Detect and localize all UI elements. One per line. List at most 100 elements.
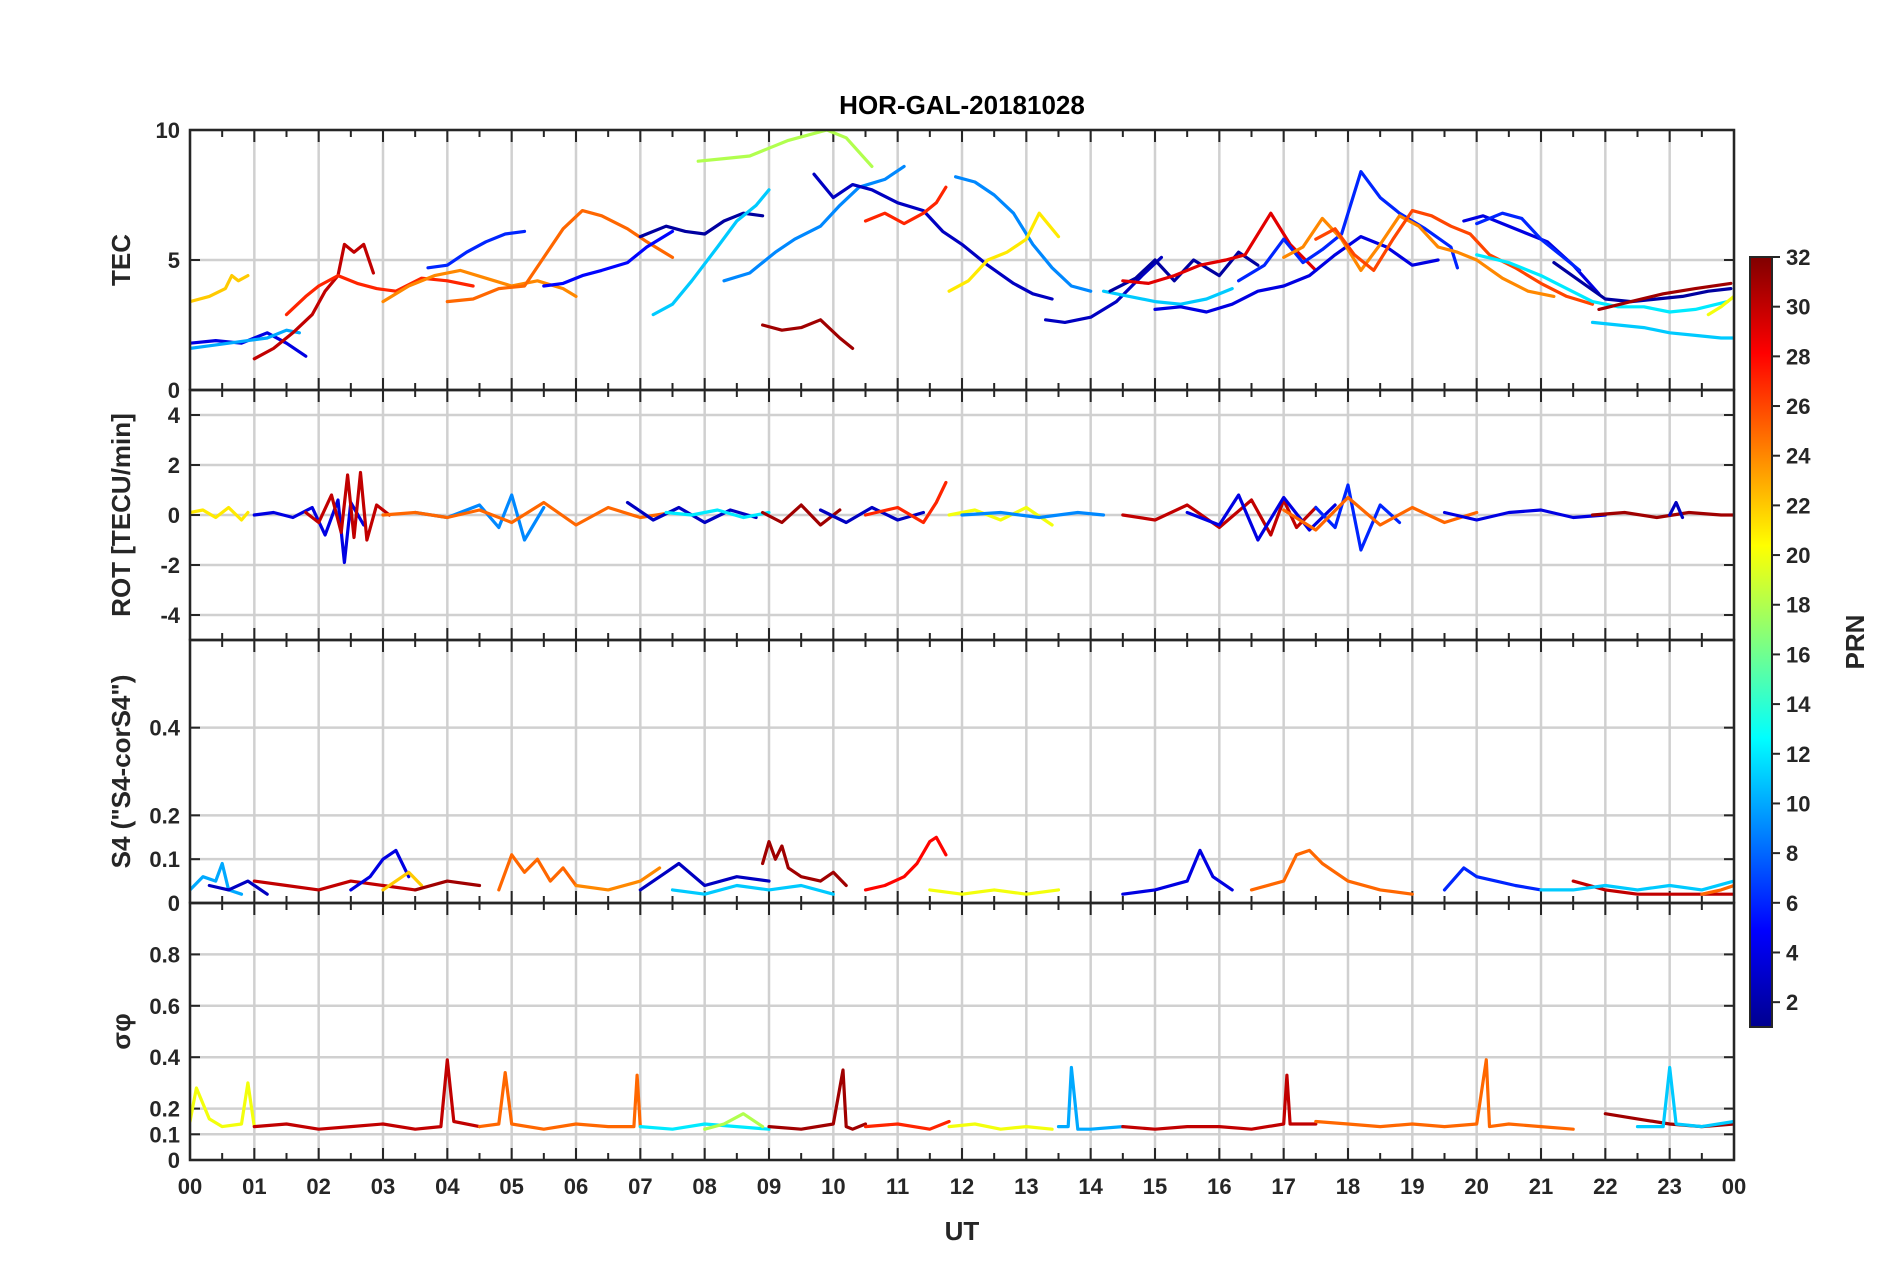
- series-line-prn-4: [1442, 508, 1607, 522]
- series-line-prn-4: [1153, 235, 1440, 314]
- x-tick-label: 13: [1014, 1174, 1038, 1199]
- series-line-prn-3: [812, 172, 1054, 301]
- x-tick-label: 06: [564, 1174, 588, 1199]
- series-line-prn-30: [252, 1058, 482, 1131]
- series-line-prn-27: [863, 480, 948, 525]
- y-tick-label: 5: [168, 248, 180, 273]
- series-line-prn-31: [1597, 281, 1733, 311]
- series-line-prn-26: [1314, 209, 1595, 306]
- series-line-prn-4: [1121, 848, 1234, 896]
- series-line-prn-6: [1475, 211, 1582, 272]
- series-line-prn-27: [284, 274, 475, 317]
- y-axis-label: σφ: [106, 1013, 136, 1049]
- colorbar-tick-label: 10: [1786, 791, 1810, 816]
- series-line-prn-12: [1475, 253, 1730, 314]
- x-tick-label: 05: [499, 1174, 523, 1199]
- series-line-prn-30: [304, 470, 391, 542]
- x-tick-label: 03: [371, 1174, 395, 1199]
- y-tick-label: 0: [168, 1148, 180, 1173]
- x-tick-label: 19: [1400, 1174, 1424, 1199]
- series-line-prn-11: [651, 188, 771, 317]
- series-line-prn-11: [1590, 320, 1734, 340]
- series-line-prn-5: [542, 229, 675, 288]
- colorbar-tick-label: 24: [1786, 444, 1811, 469]
- y-tick-label: 0.2: [149, 1097, 180, 1122]
- x-tick-label: 12: [950, 1174, 974, 1199]
- series-line-prn-20: [190, 1081, 256, 1129]
- series-line-prn-3: [1043, 255, 1164, 324]
- y-tick-label: 10: [156, 118, 180, 143]
- colorbar-tick-label: 2: [1786, 990, 1798, 1015]
- series-line-prn-20: [928, 888, 1061, 896]
- series-line-prn-6: [1236, 170, 1460, 283]
- panel-3: 0 0.1 0.2 0.4 S4 ("S4-corS4"): [106, 638, 1736, 916]
- y-tick-label: 0: [168, 503, 180, 528]
- colorbar-tick-label: 16: [1786, 642, 1810, 667]
- y-tick-label: 0.4: [149, 716, 180, 741]
- colorbar-tick-label: 12: [1786, 742, 1810, 767]
- series-line-prn-25: [497, 853, 578, 892]
- x-tick-label: 20: [1464, 1174, 1488, 1199]
- colorbar-tick-label: 4: [1786, 940, 1799, 965]
- panel-2: 4 2 0 -2 -4 ROT [TECU/min]: [106, 388, 1736, 642]
- series-group: [190, 470, 1734, 565]
- panel-frame: [188, 901, 1736, 1162]
- x-tick-label: 02: [306, 1174, 330, 1199]
- series-line-prn-30: [1121, 498, 1318, 537]
- x-tick-label: 18: [1336, 1174, 1360, 1199]
- y-tick-label: 0.8: [149, 942, 180, 967]
- x-tick-label: 11: [886, 1174, 909, 1199]
- series-line-prn-22: [381, 870, 424, 892]
- series-line-prn-11: [1101, 287, 1234, 306]
- x-tick-label: 00: [178, 1174, 202, 1199]
- series-line-prn-20: [1706, 294, 1734, 317]
- series-line-prn-12: [664, 508, 771, 520]
- series-line-prn-28: [863, 835, 948, 892]
- series-line-prn-10: [190, 328, 301, 350]
- series-line-prn-18: [696, 130, 874, 168]
- series-line-prn-9: [960, 510, 1106, 520]
- x-tick-label: 00: [1722, 1174, 1746, 1199]
- series-line-prn-25: [1249, 848, 1414, 896]
- x-tick-label: 17: [1271, 1174, 1295, 1199]
- x-tick-label: 01: [242, 1174, 266, 1199]
- x-tick-label: 07: [628, 1174, 652, 1199]
- series-line-prn-25: [1282, 495, 1479, 532]
- colorbar-tick-label: 14: [1786, 692, 1811, 717]
- y-tick-label: 0: [168, 891, 180, 916]
- series-line-prn-31: [1590, 510, 1734, 520]
- x-tick-label: 04: [435, 1174, 460, 1199]
- series-line-prn-6: [1314, 483, 1402, 552]
- series-group: [190, 130, 1734, 361]
- series-line-prn-31: [760, 318, 855, 350]
- series-line-prn-11: [1539, 879, 1734, 892]
- series-line-prn-24: [574, 866, 662, 892]
- series-line-prn-20: [947, 1122, 1054, 1131]
- series-line-prn-6: [1442, 866, 1543, 892]
- y-tick-label: 0.4: [149, 1045, 180, 1070]
- series-line-prn-3: [207, 879, 269, 896]
- y-axis-label: ROT [TECU/min]: [106, 413, 136, 617]
- series-line-prn-31: [413, 879, 482, 892]
- series-line-prn-31: [760, 503, 842, 527]
- series-line-prn-10: [190, 861, 244, 896]
- y-tick-label: 0.1: [149, 847, 180, 872]
- y-tick-label: 4: [168, 403, 181, 428]
- colorbar-tick-label: 6: [1786, 891, 1798, 916]
- series-line-prn-6: [426, 229, 527, 270]
- series-line-prn-24: [1282, 214, 1556, 298]
- series-line-prn-11: [670, 883, 835, 896]
- series-group: [190, 835, 1734, 896]
- series-line-prn-25: [445, 209, 675, 304]
- series-line-prn-2: [638, 211, 765, 239]
- x-tick-label: 22: [1593, 1174, 1617, 1199]
- series-line-prn-2: [1552, 261, 1733, 304]
- series-line-prn-25: [1314, 1058, 1575, 1131]
- colorbar-tick-label: 32: [1786, 245, 1810, 270]
- y-tick-label: -2: [160, 553, 180, 578]
- series-line-prn-21: [190, 505, 250, 522]
- series-line-prn-11: [1635, 1065, 1734, 1129]
- series-group: [190, 1058, 1734, 1131]
- y-tick-label: 2: [168, 453, 180, 478]
